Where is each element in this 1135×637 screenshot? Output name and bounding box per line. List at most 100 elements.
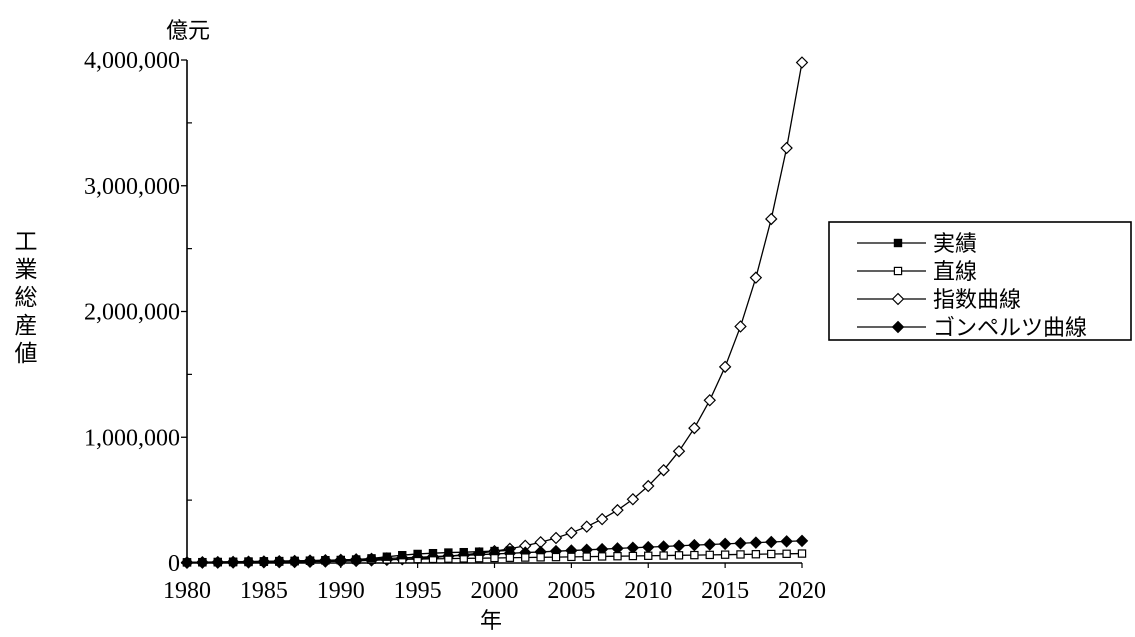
data-point <box>674 551 684 560</box>
y-tick-label: 2,000,000 <box>84 300 180 326</box>
data-point <box>474 547 484 556</box>
data-point <box>782 549 791 558</box>
data-point <box>749 271 763 284</box>
y-axis-unit-label: 億元 <box>166 18 210 43</box>
data-point <box>244 557 253 567</box>
data-point <box>413 549 422 559</box>
data-point <box>580 520 593 533</box>
data-point <box>628 551 638 561</box>
data-point <box>275 557 284 566</box>
data-point <box>536 553 545 562</box>
y-tick-label: 3,000,000 <box>84 174 180 200</box>
data-point <box>688 538 701 552</box>
series-line <box>186 62 803 564</box>
data-point <box>642 540 655 554</box>
series-markers <box>180 56 809 569</box>
legend-item: 指数曲線 <box>857 287 1021 312</box>
data-point <box>597 552 607 561</box>
x-axis-title: 年 <box>480 608 502 633</box>
data-point <box>690 550 699 560</box>
data-point <box>611 503 624 517</box>
series-markers <box>182 546 515 567</box>
data-point <box>595 512 609 526</box>
data-point <box>613 552 622 561</box>
data-point <box>367 554 376 563</box>
data-point <box>490 553 499 563</box>
legend-label: 直線 <box>933 259 977 284</box>
x-tick-label: 1980 <box>163 578 211 604</box>
data-point <box>657 540 670 553</box>
x-tick-label: 2000 <box>471 578 519 604</box>
data-point <box>259 557 269 566</box>
data-point <box>703 394 716 407</box>
data-point <box>749 536 763 549</box>
data-point <box>228 557 238 567</box>
x-tick-label: 2015 <box>701 578 749 604</box>
data-point <box>734 320 747 333</box>
data-point <box>797 549 807 558</box>
legend-label: 実績 <box>933 231 977 256</box>
data-point <box>549 531 563 545</box>
data-point <box>582 552 591 561</box>
data-point <box>626 492 640 506</box>
data-point <box>444 548 453 557</box>
x-tick-label: 2020 <box>778 578 826 604</box>
data-point <box>198 558 207 567</box>
plot-area <box>180 56 809 569</box>
data-point <box>305 556 315 565</box>
data-point <box>795 534 809 548</box>
filled-square-icon <box>893 238 903 248</box>
x-tick-label: 2005 <box>547 578 595 604</box>
data-point <box>718 360 732 374</box>
data-point <box>490 546 499 556</box>
data-point <box>657 463 670 477</box>
data-point <box>780 141 793 155</box>
data-point <box>705 550 714 560</box>
data-point <box>382 552 392 561</box>
data-point <box>703 538 716 551</box>
legend-item: 直線 <box>857 259 977 284</box>
data-point <box>765 212 778 226</box>
data-point <box>551 552 561 562</box>
data-point <box>505 546 515 555</box>
data-point <box>213 558 222 567</box>
data-point <box>795 56 809 69</box>
data-point <box>565 526 578 540</box>
legend-item: ゴンペルツ曲線 <box>857 315 1087 340</box>
legend-label: 指数曲線 <box>933 287 1021 312</box>
data-point <box>765 535 778 549</box>
data-point <box>642 479 655 493</box>
data-point <box>780 535 793 548</box>
series-line <box>186 549 510 564</box>
data-point <box>767 549 776 559</box>
data-point <box>567 552 576 562</box>
data-point <box>398 551 407 560</box>
y-tick-label: 0 <box>168 551 180 577</box>
data-point <box>718 537 732 551</box>
hollow-square-icon <box>893 266 903 276</box>
data-point <box>688 421 701 435</box>
x-tick-label: 1985 <box>240 578 288 604</box>
data-point <box>290 557 299 566</box>
data-point <box>659 551 668 560</box>
y-tick-label: 1,000,000 <box>84 425 180 451</box>
data-point <box>736 550 745 559</box>
y-tick-label: 4,000,000 <box>84 48 180 74</box>
data-point <box>720 550 730 559</box>
hollow-diamond-icon <box>891 292 905 306</box>
data-point <box>521 553 530 562</box>
y-axis-title: 工業総産値 <box>11 229 36 369</box>
data-point <box>351 555 361 564</box>
data-point <box>626 541 640 555</box>
data-point <box>459 547 468 557</box>
data-point <box>428 548 438 558</box>
legend-item: 実績 <box>857 231 977 256</box>
data-point <box>336 555 345 565</box>
data-point <box>182 558 192 567</box>
data-point <box>672 539 686 553</box>
data-point <box>321 556 330 565</box>
x-tick-label: 1990 <box>317 578 365 604</box>
